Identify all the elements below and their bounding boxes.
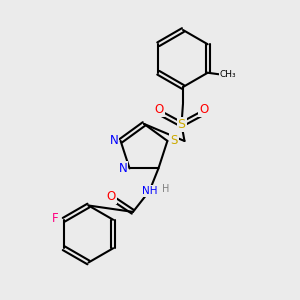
Text: S: S [178,118,185,131]
Text: CH₃: CH₃ [220,70,236,79]
Text: N: N [118,162,127,175]
Text: O: O [200,103,208,116]
Text: F: F [52,212,59,225]
Text: H: H [162,184,169,194]
Text: S: S [170,134,178,147]
Text: NH: NH [142,186,157,196]
Text: O: O [154,103,164,116]
Text: O: O [107,190,116,203]
Text: N: N [110,134,118,147]
